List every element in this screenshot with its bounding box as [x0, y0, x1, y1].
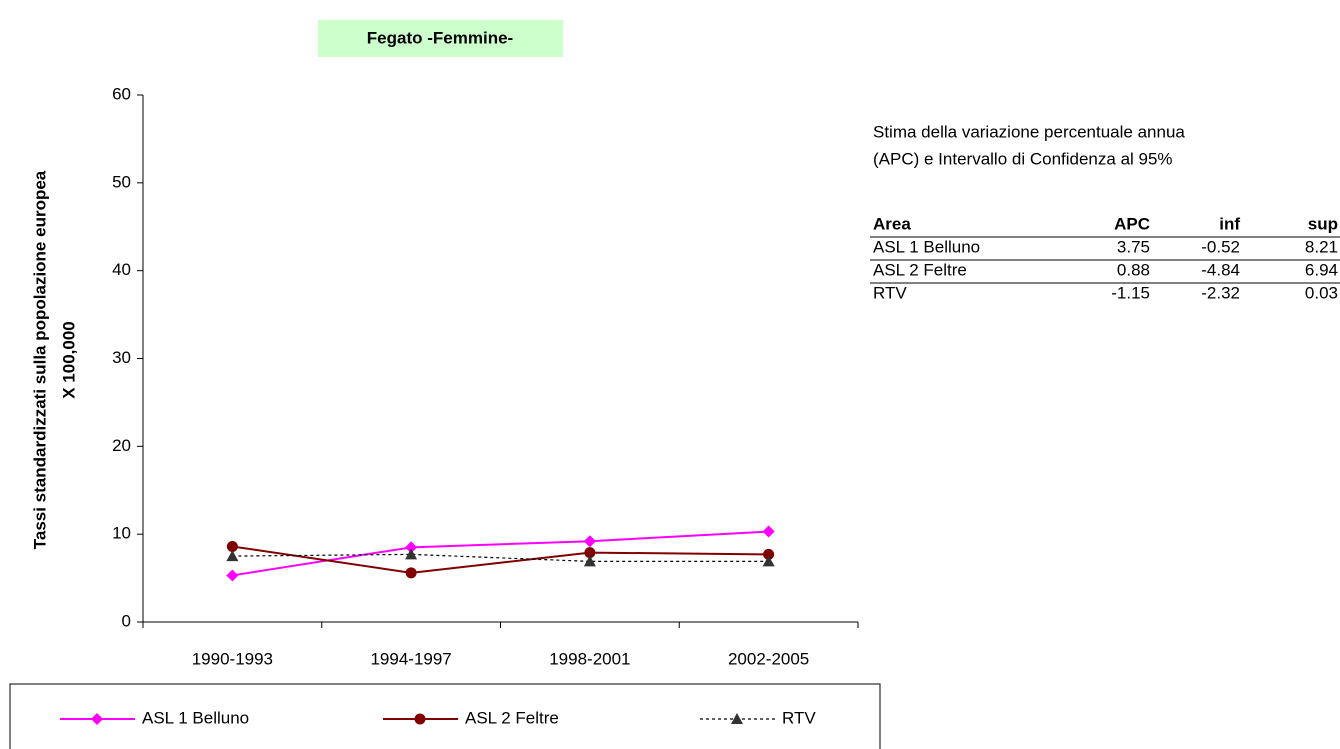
- data-point: [583, 555, 596, 567]
- table-cell: 3.75: [1117, 237, 1150, 256]
- chart-title: Fegato -Femmine-: [367, 28, 513, 47]
- legend-marker: [414, 713, 426, 725]
- data-point: [405, 548, 418, 560]
- table-cell: ASL 1 Belluno: [873, 237, 980, 256]
- legend-label: ASL 2 Feltre: [465, 708, 559, 727]
- data-point: [226, 569, 239, 582]
- data-point: [405, 541, 418, 554]
- table-cell: RTV: [873, 283, 907, 302]
- x-tick-label: 1998-2001: [549, 649, 630, 668]
- legend-marker: [731, 713, 743, 724]
- table-cell: ASL 2 Feltre: [873, 260, 967, 279]
- table-cell: -4.84: [1201, 260, 1240, 279]
- data-point: [583, 535, 596, 548]
- table-cell: 0.88: [1117, 260, 1150, 279]
- x-tick-label: 1990-1993: [192, 649, 273, 668]
- data-point: [226, 540, 238, 552]
- y-tick-label: 40: [112, 260, 131, 279]
- data-point: [405, 567, 417, 579]
- series-line: [232, 530, 769, 577]
- table-cell: 8.21: [1305, 237, 1338, 256]
- table-cell: 0.03: [1305, 283, 1338, 302]
- table-header: APC: [1114, 214, 1150, 233]
- table-caption: (APC) e Intervallo di Confidenza al 95%: [873, 149, 1173, 168]
- table-header: inf: [1219, 214, 1240, 233]
- series-line: [232, 545, 769, 574]
- legend-marker: [91, 713, 103, 725]
- table-header: Area: [873, 214, 911, 233]
- legend-label: ASL 1 Belluno: [142, 708, 249, 727]
- data-point: [762, 525, 775, 538]
- y-axis-label: Tassi standardizzati sulla popolazione e…: [30, 170, 49, 549]
- data-point: [762, 555, 775, 567]
- data-point: [763, 548, 775, 560]
- data-point: [584, 547, 596, 559]
- y-tick-label: 10: [112, 524, 131, 543]
- y-tick-label: 20: [112, 436, 131, 455]
- y-tick-label: 50: [112, 172, 131, 191]
- table-header: sup: [1308, 214, 1338, 233]
- y-tick-label: 0: [122, 611, 131, 630]
- y-tick-label: 60: [112, 84, 131, 103]
- y-axis-label: X 100,000: [59, 321, 78, 399]
- data-point: [226, 550, 239, 562]
- x-tick-label: 2002-2005: [728, 649, 809, 668]
- table-cell: -1.15: [1111, 283, 1150, 302]
- legend-box: [9, 683, 881, 749]
- table-cell: 6.94: [1305, 260, 1338, 279]
- table-caption: Stima della variazione percentuale annua: [873, 122, 1185, 141]
- table-cell: -2.32: [1201, 283, 1240, 302]
- y-tick-label: 30: [112, 348, 131, 367]
- table-cell: -0.52: [1201, 237, 1240, 256]
- legend-label: RTV: [782, 708, 816, 727]
- title-box: [318, 20, 563, 57]
- x-tick-label: 1994-1997: [370, 649, 451, 668]
